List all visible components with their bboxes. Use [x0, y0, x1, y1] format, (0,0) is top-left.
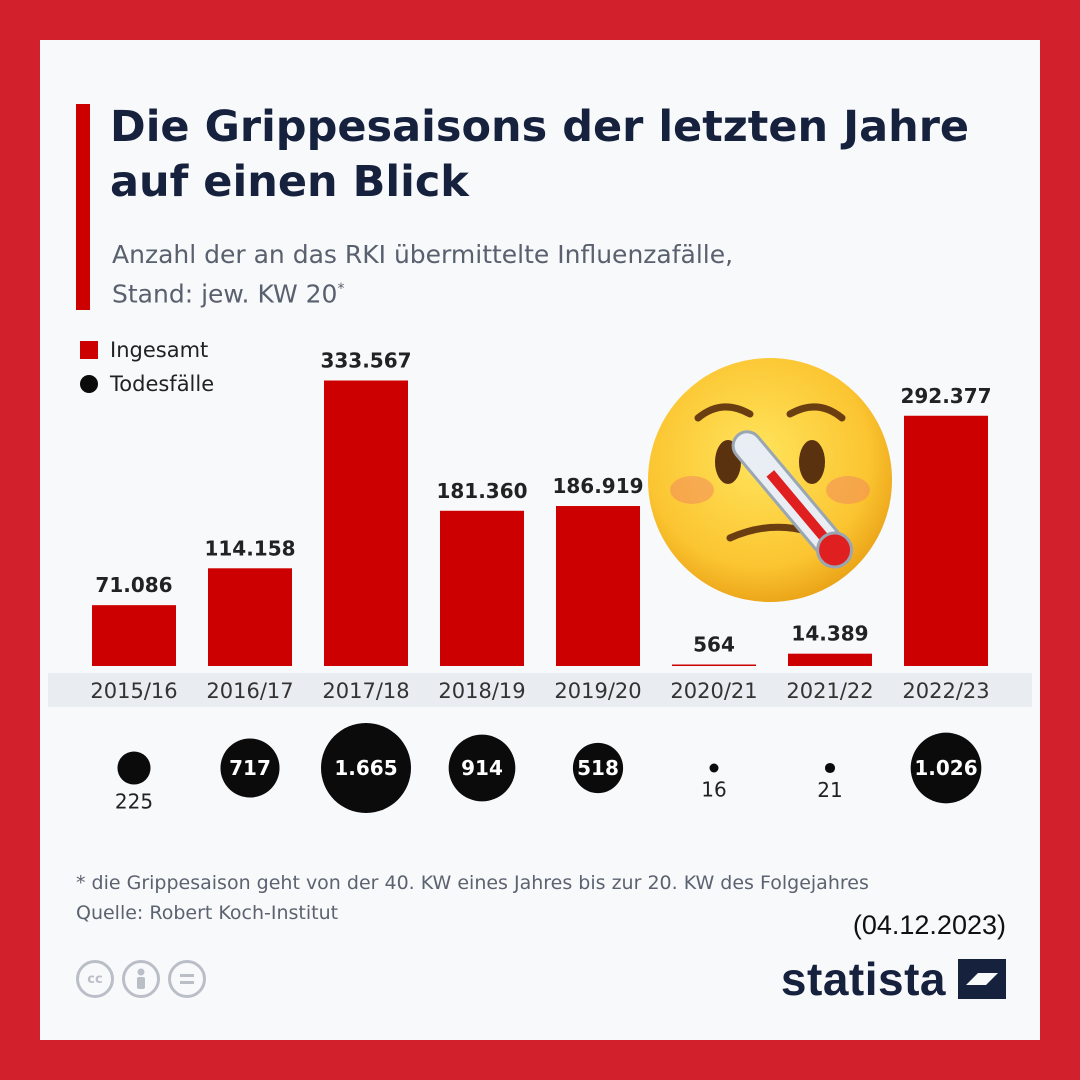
deaths-bubbles: 225 717 1.665 914 518 16 21 1.026 [115, 723, 982, 814]
bars-group [92, 380, 988, 666]
deaths-bubble [448, 734, 516, 802]
bar-value-label: 564 [693, 633, 735, 657]
bar-2016/17 [208, 568, 292, 666]
bar-value-label: 181.360 [436, 479, 527, 503]
deaths-value-label: 1.026 [914, 756, 977, 780]
deaths-bubble [117, 751, 151, 785]
bar-2021/22 [788, 653, 872, 666]
statista-logo[interactable]: statista [781, 952, 1006, 1006]
bar-2015/16 [92, 605, 176, 666]
date-stamp: (04.12.2023) [852, 910, 1006, 940]
deaths-value-label: 914 [461, 756, 503, 780]
legend-item-todesfaelle: Todesfälle [80, 372, 214, 396]
bar-2017/18 [324, 380, 408, 666]
title-accent-bar [76, 104, 90, 310]
deaths-value-label: 1.665 [334, 756, 397, 780]
deaths-bubble [709, 763, 719, 773]
bar-value-label: 292.377 [900, 384, 991, 408]
license-icons: cc [76, 960, 206, 998]
bar-2022/23 [904, 415, 988, 666]
footnote-block: * die Grippesaison geht von der 40. KW e… [76, 868, 1016, 928]
deaths-value-label: 21 [817, 778, 842, 802]
bar-value-label: 333.567 [320, 349, 411, 373]
infographic-card: Die Grippesaisons der letzten Jahre auf … [40, 40, 1040, 1040]
person-glyph [137, 968, 145, 989]
category-label: 2020/21 [670, 679, 757, 703]
category-label: 2021/22 [786, 679, 873, 703]
category-labels: 2015/16 2016/17 2017/18 2018/19 2019/20 2020/… [90, 679, 989, 703]
bar-2020/21 [672, 664, 756, 666]
deaths-bubble [321, 723, 411, 813]
category-label: 2016/17 [206, 679, 293, 703]
statista-logo-icon [958, 959, 1006, 999]
chart-subtitle: Anzahl der an das RKI übermittelte Influ… [112, 238, 992, 311]
bar-chart: 71.086 114.158 333.567 181.360 186.919 564 14.… [48, 349, 1032, 814]
equals-glyph [180, 974, 194, 984]
bar-2019/20 [556, 506, 640, 666]
deaths-value-label: 16 [701, 778, 726, 802]
cc-icon[interactable]: cc [76, 960, 114, 998]
bar-value-labels: 71.086 114.158 333.567 181.360 186.919 564 14.… [95, 349, 991, 657]
no-derivatives-icon[interactable] [168, 960, 206, 998]
bar-2018/19 [440, 510, 524, 666]
attribution-icon[interactable] [122, 960, 160, 998]
deaths-bubble [220, 738, 280, 798]
brand-name: statista [780, 953, 946, 1005]
bar-value-label: 14.389 [791, 622, 868, 646]
deaths-value-label: 717 [229, 756, 271, 780]
category-axis-band [48, 673, 1032, 707]
bar-value-label: 114.158 [204, 536, 295, 560]
footnote-text: * die Grippesaison geht von der 40. KW e… [76, 872, 869, 894]
face-with-thermometer-emoji [648, 358, 892, 602]
deaths-bubble [572, 742, 624, 794]
subtitle-line-1: Anzahl der an das RKI übermittelte Influ… [112, 240, 734, 269]
legend-label-ingesamt: Ingesamt [110, 338, 209, 362]
bar-value-label: 186.919 [552, 474, 643, 498]
deaths-value-label: 518 [577, 756, 619, 780]
legend-item-ingesamt: Ingesamt [80, 338, 208, 362]
category-label: 2015/16 [90, 679, 177, 703]
chart-title: Die Grippesaisons der letzten Jahre auf … [110, 102, 970, 207]
legend-label-todesfaelle: Todesfälle [110, 372, 215, 396]
subtitle-footnote-marker: * [337, 281, 345, 297]
category-label: 2022/23 [902, 679, 989, 703]
legend-circle-icon [80, 375, 98, 393]
legend-square-icon [80, 341, 98, 359]
source-text: Quelle: Robert Koch-Institut [76, 902, 339, 924]
bar-value-label: 71.086 [95, 573, 172, 597]
subtitle-line-2: Stand: jew. KW 20 [112, 279, 338, 309]
category-label: 2017/18 [322, 679, 409, 703]
deaths-bubble [824, 762, 836, 774]
deaths-bubble [910, 732, 982, 804]
category-label: 2018/19 [438, 679, 525, 703]
deaths-value-label: 225 [115, 790, 153, 814]
category-label: 2019/20 [554, 679, 641, 703]
